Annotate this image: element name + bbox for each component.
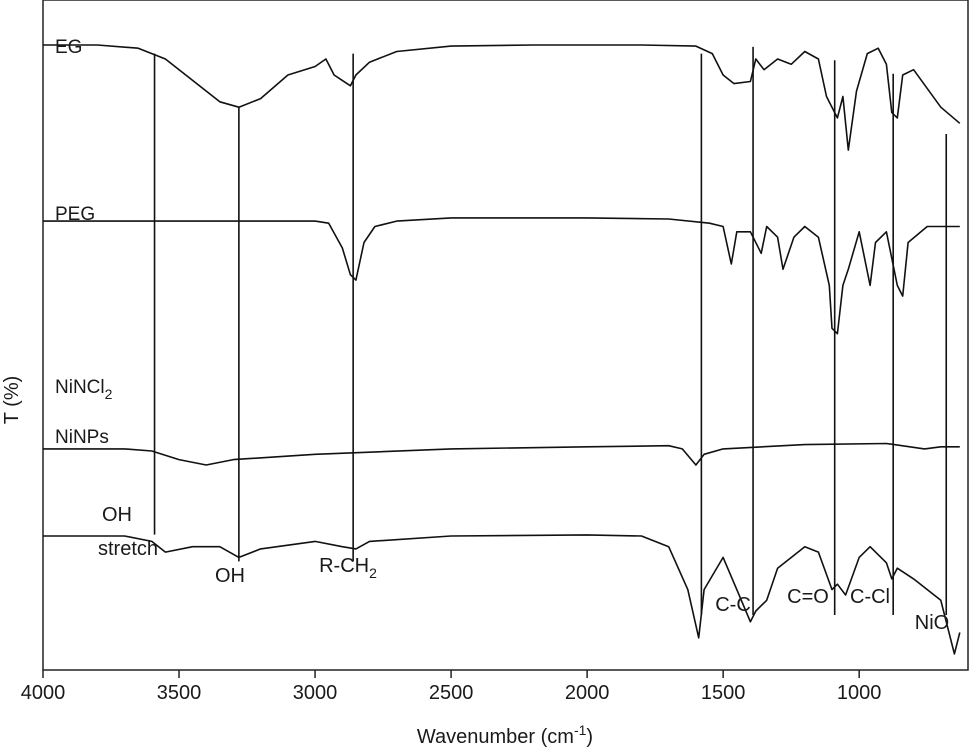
x-tick-label-2500: 2500 <box>429 682 474 704</box>
ann-label-subscript: 2 <box>369 565 377 581</box>
x-axis-ticks: 4000 3500 3000 2500 2000 1500 1000 <box>21 670 882 704</box>
series-line-peg <box>43 217 960 335</box>
x-tick-label-1000: 1000 <box>837 682 882 704</box>
ann-label-text: C-C <box>715 594 751 616</box>
ann-label-875: C-Cl <box>850 586 890 608</box>
series-label-text: NiNCl <box>55 377 105 398</box>
ann-label-text: NiO <box>915 612 949 634</box>
y-axis-title: T (%) <box>1 376 23 425</box>
series-label-ninps: NiNPs <box>55 427 109 448</box>
series-label-peg: PEG <box>55 204 95 225</box>
series-label-text: EG <box>55 37 82 58</box>
ann-label-text: OH <box>102 504 132 526</box>
ann-label-text: C=O <box>787 586 829 608</box>
series-group <box>43 44 961 655</box>
series-label-text: PEG <box>55 204 95 225</box>
ann-label-text: OH <box>215 565 245 587</box>
x-tick-label-1500: 1500 <box>701 682 746 704</box>
series-label-subscript: 2 <box>105 386 113 402</box>
reference-lines <box>153 46 948 615</box>
x-axis-title-close: ) <box>586 726 593 748</box>
ann-label-2860: R-CH2 <box>319 555 377 581</box>
series-label-eg: EG <box>55 37 82 58</box>
series-label-nincl: NiNCl2 <box>55 377 113 402</box>
series-line-ninps <box>43 534 961 655</box>
x-tick-label-2000: 2000 <box>565 682 610 704</box>
ann-label-3590-line2: stretch <box>98 538 158 560</box>
ann-label-1090: C=O <box>787 586 829 608</box>
ann-label-text: R-CH <box>319 555 369 577</box>
series-label-text: NiNPs <box>55 427 109 448</box>
ann-label-1390: C-C <box>715 594 751 616</box>
x-tick-label-3000: 3000 <box>293 682 338 704</box>
ann-label-3280: OH <box>215 565 245 587</box>
series-line-nincl <box>43 442 960 466</box>
plot-frame <box>42 0 969 671</box>
x-axis-title-sup: -1 <box>574 722 587 738</box>
ann-label-680: NiO <box>915 612 949 634</box>
ann-label-3590: OH <box>102 504 132 526</box>
x-tick-label-4000: 4000 <box>21 682 66 704</box>
x-axis-title: Wavenumber (cm-1) <box>417 722 593 748</box>
ann-label-text: C-Cl <box>850 586 890 608</box>
series-line-eg <box>43 44 961 151</box>
x-tick-label-3500: 3500 <box>157 682 202 704</box>
